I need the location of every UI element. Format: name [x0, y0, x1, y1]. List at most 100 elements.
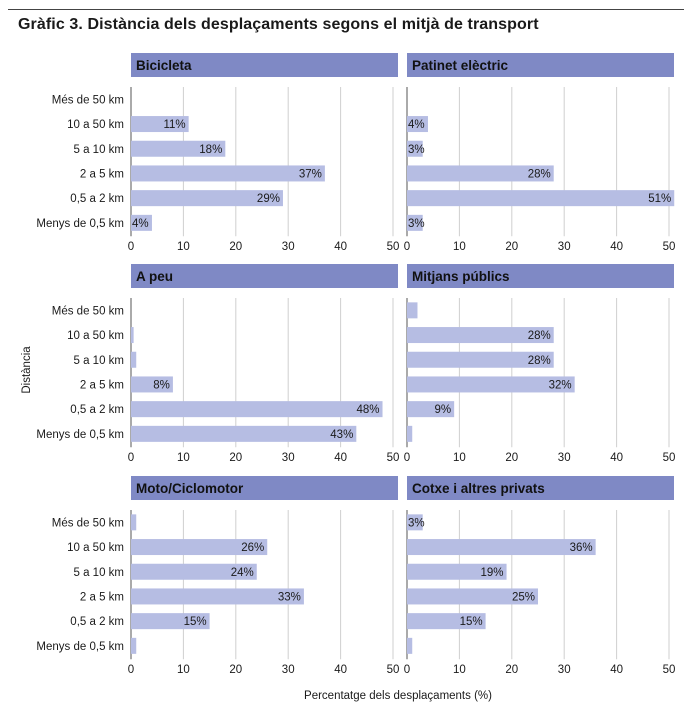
bar [407, 116, 428, 133]
panel-title-bicicleta: Bicicleta [136, 58, 192, 73]
category-label: 5 a 10 km [74, 144, 125, 156]
data-label: 18% [199, 144, 222, 156]
x-tick-label: 10 [177, 664, 190, 676]
data-label: 37% [299, 168, 322, 180]
data-label: 3% [408, 144, 425, 156]
x-tick-label: 40 [334, 241, 347, 253]
x-tick-label: 40 [610, 664, 623, 676]
category-label: Menys de 0,5 km [36, 429, 124, 441]
x-tick-label: 0 [404, 664, 410, 676]
category-label: Menys de 0,5 km [36, 218, 124, 230]
panel-header-patinet-el-ctric [407, 53, 674, 77]
x-tick-label: 0 [128, 452, 134, 464]
data-label: 32% [549, 379, 572, 391]
bar [407, 613, 486, 630]
x-tick-label: 0 [128, 664, 134, 676]
bar [131, 613, 210, 630]
category-label: 2 a 5 km [80, 379, 124, 391]
x-tick-label: 0 [404, 452, 410, 464]
bar [407, 539, 596, 556]
bar [131, 376, 173, 393]
x-tick-label: 20 [229, 452, 242, 464]
x-tick-label: 0 [128, 241, 134, 253]
data-label: 28% [528, 330, 551, 342]
x-tick-label: 50 [663, 664, 676, 676]
data-label: 11% [163, 119, 185, 131]
x-tick-label: 40 [610, 241, 623, 253]
x-tick-label: 10 [453, 241, 466, 253]
x-tick-label: 10 [177, 452, 190, 464]
x-tick-label: 30 [282, 452, 295, 464]
data-label: 15% [184, 616, 207, 628]
x-tick-label: 10 [453, 664, 466, 676]
data-label: 28% [528, 168, 551, 180]
data-label: 48% [356, 404, 379, 416]
x-tick-label: 30 [558, 664, 571, 676]
y-axis-title: Distància [21, 346, 33, 394]
x-tick-label: 40 [610, 452, 623, 464]
x-tick-label: 30 [558, 452, 571, 464]
x-tick-label: 0 [404, 241, 410, 253]
panel-header-mitjans-p-blics [407, 264, 674, 288]
bar [407, 425, 413, 442]
category-label: 0,5 a 2 km [70, 404, 124, 416]
bar [131, 116, 189, 133]
data-label: 4% [132, 218, 149, 230]
data-label: 19% [481, 567, 504, 579]
category-label: 10 a 50 km [67, 542, 124, 554]
top-rule [8, 9, 684, 10]
bar [407, 637, 413, 654]
category-label: Menys de 0,5 km [36, 641, 124, 653]
panel-header-moto-ciclomotor [131, 476, 398, 500]
bar [131, 190, 283, 207]
panel-title-cotxe-i-altres-privats: Cotxe i altres privats [412, 481, 545, 496]
x-tick-label: 30 [558, 241, 571, 253]
x-tick-label: 20 [505, 241, 518, 253]
x-tick-label: 40 [334, 452, 347, 464]
category-label: 10 a 50 km [67, 119, 124, 131]
data-label: 43% [330, 429, 353, 441]
category-label: 2 a 5 km [80, 591, 124, 603]
panel-title-patinet-el-ctric: Patinet elèctric [412, 58, 509, 73]
chart-title: Gràfic 3. Distància dels desplaçaments s… [18, 16, 539, 33]
x-tick-label: 20 [229, 241, 242, 253]
x-tick-label: 20 [505, 664, 518, 676]
panel-title-a-peu: A peu [136, 269, 173, 284]
data-label: 29% [257, 193, 280, 205]
panel-title-mitjans-p-blics: Mitjans públics [412, 269, 510, 284]
category-label: 5 a 10 km [74, 355, 125, 367]
x-tick-label: 40 [334, 664, 347, 676]
category-label: Més de 50 km [52, 517, 124, 529]
x-tick-label: 50 [387, 452, 400, 464]
bar [131, 637, 137, 654]
panel-header-cotxe-i-altres-privats [407, 476, 674, 500]
bar [407, 165, 554, 182]
category-label: 2 a 5 km [80, 168, 124, 180]
bar [131, 214, 152, 231]
data-label: 15% [460, 616, 483, 628]
x-tick-label: 30 [282, 664, 295, 676]
data-label: 33% [278, 591, 301, 603]
x-tick-label: 20 [229, 664, 242, 676]
bar [131, 351, 137, 368]
panel-header-bicicleta [131, 53, 398, 77]
bar [131, 327, 134, 344]
panel-header-a-peu [131, 264, 398, 288]
bar [407, 302, 418, 319]
bar [407, 563, 507, 580]
bar [131, 563, 257, 580]
bar [407, 190, 675, 207]
data-label: 8% [153, 379, 170, 391]
bar [131, 425, 357, 442]
x-tick-label: 10 [177, 241, 190, 253]
panel-title-moto-ciclomotor: Moto/Ciclomotor [136, 481, 244, 496]
bar [131, 165, 325, 182]
x-axis-title: Percentatge dels desplaçaments (%) [304, 690, 492, 702]
x-tick-label: 50 [663, 241, 676, 253]
bar [131, 140, 226, 157]
bar [407, 214, 423, 231]
bar [407, 140, 423, 157]
data-label: 3% [408, 517, 425, 529]
x-tick-label: 50 [663, 452, 676, 464]
